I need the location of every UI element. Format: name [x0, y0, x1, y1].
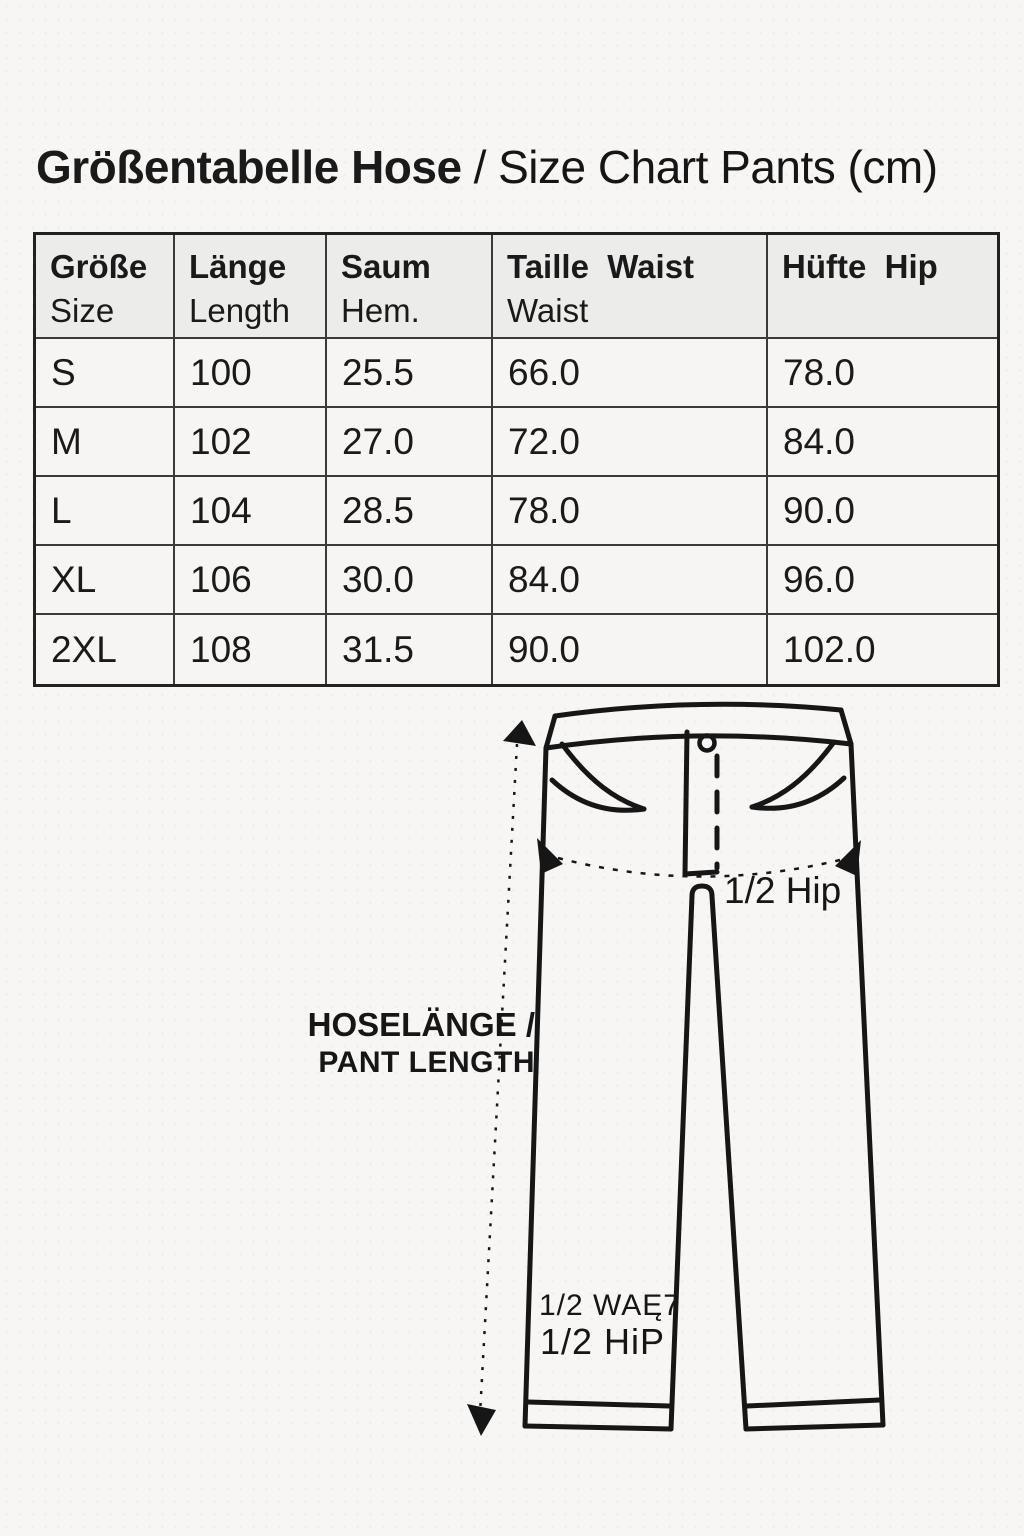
pant-length-label: HOSELÄNGE / PANT LENGTH: [250, 1005, 535, 1082]
header-hem: Saum Hem.: [327, 235, 493, 339]
hip-dashed-arc: [557, 856, 841, 878]
crotch-notch: [689, 883, 715, 899]
header-waist: Taille Waist Waist: [493, 235, 768, 339]
header-hem-en: Hem.: [341, 291, 420, 329]
left-pocket-lower-curve: [549, 777, 647, 813]
right-pocket-lower-curve: [749, 775, 847, 811]
hip-arrow-left-icon: [537, 838, 563, 874]
table-row-xl-length: 106: [175, 546, 327, 615]
header-size-en: Size: [50, 291, 115, 329]
table-row-s-hip: 78.0: [768, 339, 997, 408]
table-row-s-hem: 25.5: [327, 339, 493, 408]
header-hip: Hüfte Hip: [768, 235, 997, 339]
pant-length-label-de: HOSELÄNGE /: [307, 1006, 535, 1043]
table-row-m-size: M: [36, 408, 175, 477]
pants-measurement-diagram: [440, 690, 1024, 1536]
waistband-left-edge: [543, 713, 558, 751]
waistband-right-edge: [838, 707, 854, 747]
length-measure-line: [467, 720, 536, 1436]
right-leg-bottom: [743, 1422, 886, 1432]
table-row-2xl-hem: 31.5: [327, 615, 493, 684]
header-length-de: Länge: [189, 248, 287, 285]
page-title-english: / Size Chart Pants (cm): [473, 141, 938, 193]
pants-outline: [522, 701, 886, 1432]
table-row-l-hem: 28.5: [327, 477, 493, 546]
page-title: Größentabelle Hose / Size Chart Pants (cm…: [36, 140, 996, 194]
half-hip-bottom-label: 1/2 HiP: [540, 1321, 666, 1362]
table-row-l-waist: 78.0: [493, 477, 768, 546]
waistband-bottom-edge: [543, 733, 854, 751]
table-row-l-size: L: [36, 477, 175, 546]
page-title-german: Größentabelle Hose: [36, 141, 462, 193]
header-waist-de: Taille Waist: [507, 248, 695, 285]
length-arrow-top-icon: [503, 720, 536, 746]
header-hip-de: Hüfte Hip: [782, 248, 938, 285]
header-length-en: Length: [189, 291, 290, 329]
hip-arrow-right-icon: [835, 840, 861, 876]
hip-measure-arc: [537, 838, 861, 878]
right-hem-line: [744, 1397, 883, 1409]
header-length: Länge Length: [175, 235, 327, 339]
table-row-m-length: 102: [175, 408, 327, 477]
table-row-2xl-waist: 90.0: [493, 615, 768, 684]
table-row-xl-waist: 84.0: [493, 546, 768, 615]
left-hem-line: [525, 1399, 672, 1409]
table-row-2xl-size: 2XL: [36, 615, 175, 684]
button-icon: [697, 733, 717, 753]
table-row-s-waist: 66.0: [493, 339, 768, 408]
table-row-m-hem: 27.0: [327, 408, 493, 477]
right-leg-inner-seam: [709, 893, 749, 1432]
header-size: Größe Size: [36, 235, 175, 339]
size-table: Größe Size Länge Length Saum Hem. Taille…: [33, 232, 1000, 687]
pant-length-label-en: PANT LENGTH: [318, 1046, 535, 1080]
right-pocket-upper-curve: [749, 739, 837, 810]
header-size-de: Größe: [50, 248, 148, 285]
fly-bottom-line: [682, 869, 720, 877]
table-row-l-hip: 90.0: [768, 477, 997, 546]
table-row-xl-size: XL: [36, 546, 175, 615]
left-leg-bottom: [522, 1423, 674, 1432]
table-row-xl-hip: 96.0: [768, 546, 997, 615]
table-row-s-size: S: [36, 339, 175, 408]
table-row-m-waist: 72.0: [493, 408, 768, 477]
half-hip-label: 1/2 Hip: [724, 870, 842, 911]
table-row-s-length: 100: [175, 339, 327, 408]
length-arrow-bottom-icon: [467, 1404, 496, 1436]
half-waist-label: 1/2 WAĘ7: [539, 1289, 681, 1322]
table-row-m-hip: 84.0: [768, 408, 997, 477]
table-row-2xl-length: 108: [175, 615, 327, 684]
left-leg-inner-seam: [668, 893, 695, 1432]
left-pocket-upper-curve: [559, 741, 647, 812]
table-row-2xl-hip: 102.0: [783, 628, 876, 670]
table-row-xl-hem: 30.0: [327, 546, 493, 615]
header-hem-de: Saum: [341, 248, 431, 285]
pants-illustration: [467, 701, 886, 1436]
waistband-top-edge: [552, 701, 844, 719]
fly-left-line: [682, 729, 690, 877]
table-row-l-length: 104: [175, 477, 327, 546]
header-waist-en: Waist: [507, 291, 589, 329]
